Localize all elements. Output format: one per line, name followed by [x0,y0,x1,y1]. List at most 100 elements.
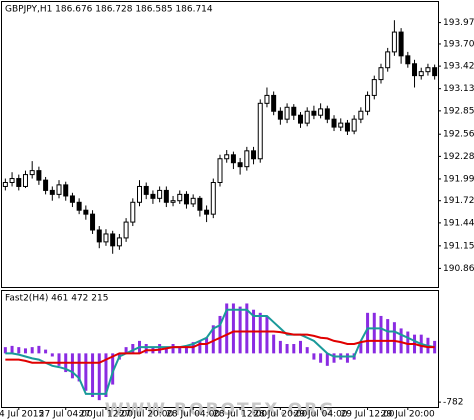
y-tick-label: 191.150 [443,241,474,251]
candle-body [391,31,397,53]
candle-body [49,189,55,195]
candle-body [311,110,317,116]
x-tick-label: 27 Jul 12:00 [79,410,133,420]
histogram-bar [238,306,242,354]
candle-body [130,201,136,223]
histogram-bar [386,319,390,354]
x-tick-label: 27 Jul 20:00 [119,410,173,420]
candle-body [103,233,109,243]
histogram-bar [312,353,316,360]
histogram-bar [345,353,349,363]
candle-body [297,114,303,124]
candle-body [143,185,149,195]
candle-body [96,229,102,243]
candle-body [2,182,8,187]
histogram-bar [205,337,209,354]
histogram-bar [84,353,88,391]
candle-body [291,106,297,116]
candle-body [230,154,236,164]
chart-title: GBPJPY,H1 186.676 186.728 186.585 186.71… [5,5,213,15]
candle-body [425,67,431,73]
histogram-bar [3,347,7,354]
candle-body [22,174,28,187]
candle-body [16,178,22,187]
y-tick-label: 192.560 [443,130,474,140]
candle-body [365,94,371,112]
histogram-bar [392,322,396,354]
x-tick-label: 28 Jul 04:00 [166,410,220,420]
histogram-bar [231,303,235,354]
histogram-bar [171,344,175,354]
candle-body [76,201,82,211]
histogram-bar [10,345,14,354]
histogram-bar [17,347,21,354]
y-tick-label: 193.420 [443,62,474,72]
y-tick-label: 193.700 [443,39,474,49]
histogram-bar [278,340,282,354]
candle-body [318,108,324,116]
histogram-bar [144,344,148,354]
histogram-bar [23,348,27,354]
candle-body [324,108,330,120]
x-tick-label: 29 Jul 20:00 [381,410,435,420]
candle-body [257,102,263,160]
candle-body [277,110,283,120]
candle-body [43,179,49,191]
y-tick-label: 192.280 [443,152,474,162]
histogram-bar [366,312,370,354]
y-tick-label: 193.970 [443,18,474,28]
histogram-bar [359,340,363,354]
histogram-bar [211,325,215,354]
histogram-bar [44,349,48,354]
candle-body [204,209,210,215]
histogram-bar [325,353,329,366]
candle-body [110,233,116,247]
candle-body [405,55,411,65]
x-tick-label: 24 Jul 2015 [0,410,44,420]
y-tick-label: 192.855 [443,106,474,116]
candle-body [371,79,377,96]
candle-body [432,67,438,77]
histogram-bar [104,353,108,398]
candle-body [183,193,189,205]
histogram-bar [298,340,302,354]
candle-body [150,193,156,199]
histogram-bar [372,312,376,354]
x-tick-label: 27 Jul 04:00 [39,410,93,420]
y-tick-label: 191.440 [443,218,474,228]
indicator-title: Fast2(H4) 461 472 215 [5,294,108,304]
candle-body [398,31,404,57]
price-panel [1,1,439,288]
candle-body [123,221,129,239]
histogram-bar [305,347,309,354]
candle-body [304,110,310,124]
candle-body [197,197,203,211]
indicator-line [5,330,435,364]
y-tick-label: 191.720 [443,196,474,206]
candle-body [331,118,337,128]
candle-body [224,154,230,160]
histogram-bar [57,353,61,366]
histogram-bar [292,344,296,354]
x-tick-label: 29 Jul 04:00 [294,410,348,420]
candle-body [29,170,35,176]
candle-body [217,158,223,183]
candle-body [358,110,364,120]
y-tick-label: 191.995 [443,174,474,184]
y-tick-label: 190.865 [443,264,474,274]
histogram-bar [30,347,34,354]
watermark: WWW.ROBOTFX.ORG [105,400,336,420]
histogram-bar [285,344,289,354]
histogram-bar [399,328,403,354]
indicator-line [5,308,435,395]
candle-body [237,162,243,168]
candle-body [244,150,250,168]
histogram-bar [225,303,229,354]
candle-body [83,209,89,215]
histogram-bar [332,353,336,363]
candle-body [412,63,418,77]
candle-body [284,106,290,120]
candle-body [271,94,277,112]
candle-body [177,193,183,202]
histogram-bar [131,344,135,354]
